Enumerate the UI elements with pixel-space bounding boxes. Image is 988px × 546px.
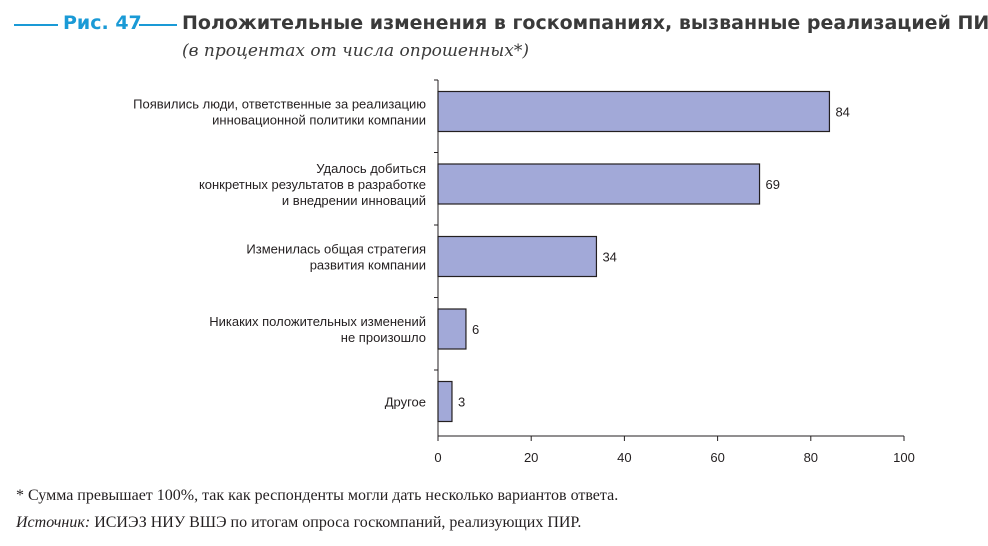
category-label-line: инновационной политики компании xyxy=(212,113,426,128)
bar-value-label: 6 xyxy=(472,322,479,337)
bar-value-label: 69 xyxy=(766,177,780,192)
bar xyxy=(437,235,598,278)
category-label: Другое xyxy=(385,395,426,410)
bar xyxy=(437,308,467,350)
bar-value-label: 84 xyxy=(835,105,849,120)
category-label-line: развития компании xyxy=(310,258,426,273)
x-tick-label: 80 xyxy=(804,450,818,465)
x-tick-label: 40 xyxy=(617,450,631,465)
x-tick-label: 60 xyxy=(710,450,724,465)
category-label-line: Никаких положительных изменений xyxy=(209,314,426,329)
category-label-line: Другое xyxy=(385,395,426,410)
bar-value-label: 34 xyxy=(602,250,616,265)
x-tick-label: 0 xyxy=(434,450,441,465)
x-tick-label: 100 xyxy=(893,450,915,465)
figure-header: Рис. 47 Положительные изменения в госком… xyxy=(0,8,988,68)
category-label: Изменилась общая стратегия развития компа… xyxy=(246,242,426,273)
header-rule-mid xyxy=(139,24,177,26)
header-rule-left xyxy=(14,24,58,26)
category-label-line: и внедрении инноваций xyxy=(282,193,426,208)
source-label: Источник: xyxy=(16,514,91,531)
category-label: Удалось добиться конкретных результатов в… xyxy=(199,161,426,208)
bar xyxy=(437,380,453,423)
asterisk-footnote: * Сумма превышает 100%, так как респонде… xyxy=(16,487,618,505)
asterisk-footnote-text: * Сумма превышает 100%, так как респонде… xyxy=(16,487,619,504)
figure-label: Рис. 47 xyxy=(63,12,142,34)
source-text: ИСИЭЗ НИУ ВШЭ по итогам опроса госкомпан… xyxy=(90,514,582,531)
figure-subtitle: (в процентах от числа опрошенных*) xyxy=(182,41,529,61)
category-label-line: Появились люди, ответственные за реализа… xyxy=(133,97,426,112)
figure-title: Положительные изменения в госкомпаниях, … xyxy=(182,12,988,34)
bar xyxy=(437,90,831,133)
category-label: Никаких положительных изменений не произо… xyxy=(209,314,426,345)
source-footnote: Источник: ИСИЭЗ НИУ ВШЭ по итогам опроса… xyxy=(16,514,581,532)
x-tick-label: 20 xyxy=(524,450,538,465)
category-label-line: конкретных результатов в разработке xyxy=(199,177,426,192)
bar-value-label: 3 xyxy=(458,395,465,410)
category-label: Появились люди, ответственные за реализа… xyxy=(133,97,426,128)
bar xyxy=(437,163,761,205)
category-label-line: Удалось добиться xyxy=(316,161,426,176)
category-label-line: Изменилась общая стратегия xyxy=(246,242,426,257)
category-label-line: не произошло xyxy=(341,330,426,345)
